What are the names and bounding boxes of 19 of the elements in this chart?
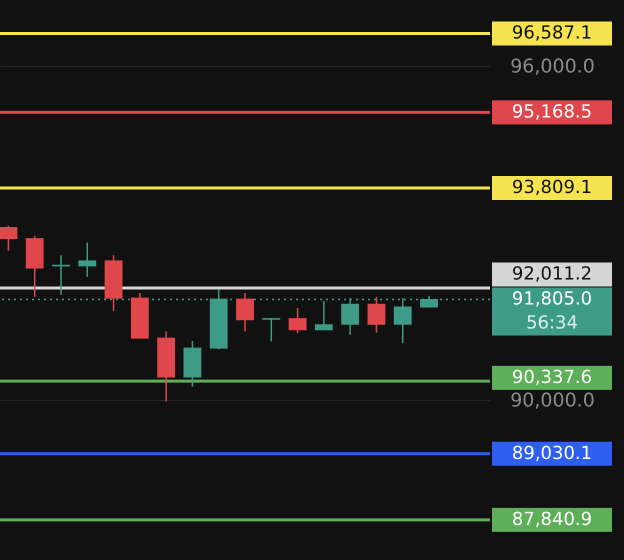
ref-line-label: 92,011.2 (512, 263, 592, 284)
ref-line-label: 95,168.5 (512, 101, 592, 122)
ref-line-label: 91,805.0 (512, 288, 592, 310)
ref-line-label: 87,840.9 (512, 508, 592, 530)
ref-line-label: 90,337.6 (512, 366, 592, 388)
ref-line-label: 96,587.1 (512, 22, 592, 44)
y-tick-label: 96,000.0 (510, 56, 595, 78)
y-tick-label: 90,000.0 (510, 389, 595, 412)
candlestick (314, 300, 333, 331)
ref-line-label: 89,030.1 (512, 442, 592, 464)
candlestick (288, 307, 306, 334)
ref-line-label: 93,809.1 (512, 177, 592, 198)
candlestick (52, 254, 70, 296)
candlestick (262, 318, 280, 342)
candlestick (78, 242, 96, 278)
text: 56:34 (526, 312, 578, 334)
candlestick (236, 292, 254, 332)
candlestick (368, 296, 386, 334)
candlestick (0, 225, 18, 252)
